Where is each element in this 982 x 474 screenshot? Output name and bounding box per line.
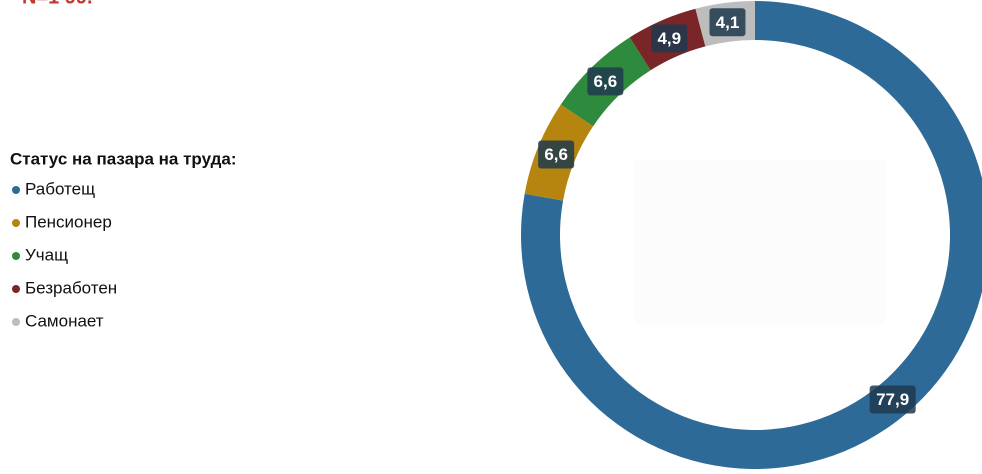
legend-label: Учащ	[25, 245, 68, 264]
legend-label: Самонает	[25, 311, 104, 330]
value-label: 6,6	[594, 72, 618, 91]
legend-label: Работещ	[25, 179, 95, 198]
center-illustration	[635, 160, 885, 325]
legend-marker	[12, 219, 20, 227]
value-label-box	[587, 67, 624, 96]
legend-marker	[12, 252, 20, 260]
value-label: 6,6	[544, 145, 568, 164]
legend-label: Безработен	[25, 278, 117, 297]
value-label: 4,9	[657, 29, 681, 48]
legend-label: Пенсионер	[25, 212, 112, 231]
value-label: 4,1	[716, 13, 740, 32]
legend-marker	[12, 186, 20, 194]
subtitle: N=1 99.	[22, 0, 93, 8]
value-label-box	[709, 8, 746, 37]
value-label: 77,9	[876, 390, 909, 409]
value-label-box	[651, 24, 688, 53]
legend-marker	[12, 285, 20, 293]
value-label-box	[869, 385, 916, 414]
legend-title: Статус на пазара на труда:	[10, 149, 237, 168]
value-label-box	[538, 140, 575, 169]
legend-marker	[12, 318, 20, 326]
